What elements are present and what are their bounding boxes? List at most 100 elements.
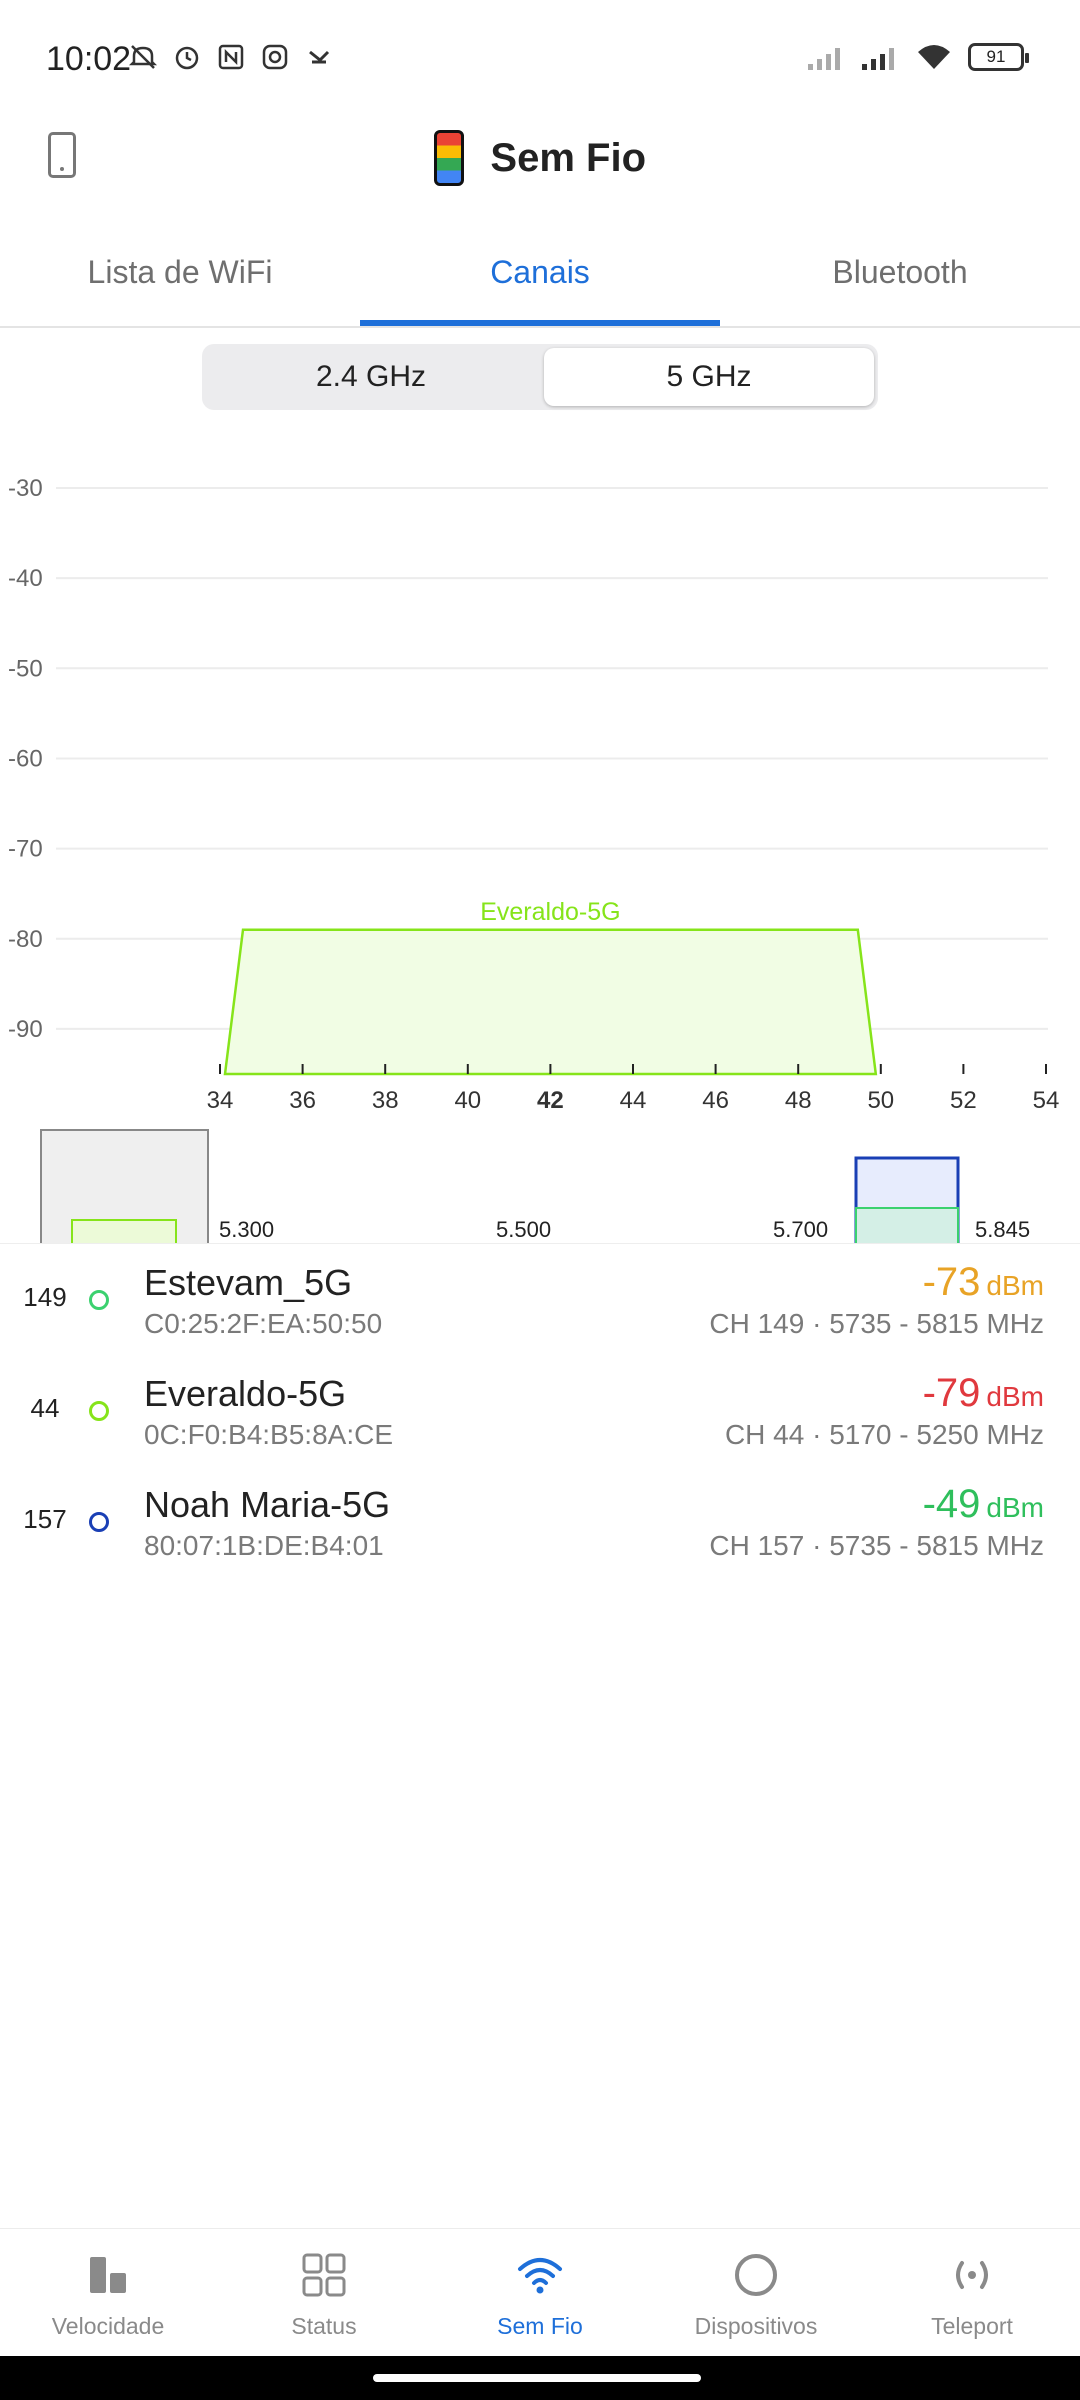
app-header: Sem Fio [0, 120, 1080, 280]
y-tick-label: -60 [8, 745, 43, 772]
x-tick-label: 40 [454, 1087, 481, 1114]
band-network-everaldo [71, 1219, 177, 1243]
y-tick-label: -80 [8, 926, 43, 953]
bar-chart-icon [90, 2257, 126, 2293]
network-channel-info: CH 149 · 5735 - 5815 MHz [709, 1308, 1044, 1339]
alarm-icon [175, 46, 199, 70]
network-signal-value: -73 [922, 1260, 981, 1304]
pixel-phone-icon [433, 130, 464, 186]
status-bar: 10:02 91 [0, 0, 1080, 120]
network-color-dot [89, 1401, 109, 1421]
active-tab-indicator [360, 320, 720, 326]
network-signal-unit: dBm [986, 1492, 1044, 1523]
nfc-icon [218, 44, 244, 70]
x-tick-label: 42 [537, 1087, 564, 1114]
x-tick-label: 44 [620, 1087, 647, 1114]
gesture-bar [0, 2356, 1080, 2400]
status-time: 10:02 [46, 40, 132, 78]
x-tick-label: 50 [867, 1087, 894, 1114]
x-tick-label: 38 [372, 1087, 399, 1114]
network-channel-info: CH 44 · 5170 - 5250 MHz [724, 1419, 1044, 1450]
instagram-icon [262, 44, 288, 70]
network-name: Everaldo-5G [144, 1373, 347, 1414]
network-mac: 80:07:1B:DE:B4:01 [144, 1530, 384, 1561]
title-wrap: Sem Fio [0, 130, 1080, 186]
phone-outline-icon[interactable] [48, 132, 76, 178]
channel-area-label: Everaldo-5G [480, 898, 620, 926]
channel-chart-svg: -30 -40 -50 -60 -70 -80 -90 Everaldo-5G 34 36 38 40… [8, 475, 1060, 1114]
nav-label: Sem Fio [497, 2313, 583, 2339]
band-label: 5.300 [219, 1217, 274, 1242]
network-row[interactable]: 157 Noah Maria-5G 80:07:1B:DE:B4:01 -49 d… [0, 1470, 1080, 1581]
tab-bluetooth[interactable]: Bluetooth [832, 254, 968, 290]
circle-icon [735, 2254, 777, 2296]
nav-label: Dispositivos [694, 2313, 818, 2339]
nav-status[interactable]: Status [216, 2229, 432, 2357]
network-channel-info: CH 157 · 5735 - 5815 MHz [709, 1530, 1044, 1561]
tab-canais[interactable]: Canais [490, 254, 590, 290]
x-tick-label: 46 [702, 1087, 729, 1114]
network-signal: -79 dBm [923, 1371, 1044, 1416]
network-channel: 44 [30, 1393, 60, 1423]
mute-icon [128, 45, 158, 69]
network-row[interactable]: 44 Everaldo-5G 0C:F0:B4:B5:8A:CE -79 dBm … [0, 1359, 1080, 1470]
x-tick-label: 34 [207, 1087, 234, 1114]
app-icon [309, 50, 330, 64]
band-selector: 2.4 GHz 5 GHz [202, 344, 878, 410]
band-overview-svg: 5.300 5.500 5.700 5.845 [40, 1129, 1030, 1243]
network-signal: -73 dBm [923, 1260, 1044, 1305]
nav-teleport[interactable]: Teleport [864, 2229, 1080, 2357]
network-signal-value: -49 [922, 1482, 981, 1526]
network-color-dot [89, 1512, 109, 1532]
network-signal: -49 dBm [923, 1482, 1044, 1527]
tab-lista-de-wifi[interactable]: Lista de WiFi [87, 254, 273, 290]
page-title: Sem Fio [490, 135, 647, 180]
band-overview: 5.300 5.500 5.700 5.845 [0, 1120, 1080, 1244]
network-row[interactable]: 149 Estevam_5G C0:25:2F:EA:50:50 -73 dBm … [0, 1248, 1080, 1359]
y-tick-label: -70 [8, 836, 43, 863]
network-mac: C0:25:2F:EA:50:50 [144, 1308, 383, 1339]
band-label: 5.845 [975, 1217, 1030, 1242]
network-signal-value: -79 [922, 1371, 981, 1415]
top-tabs: Lista de WiFi Canais Bluetooth [0, 238, 1080, 328]
y-tick-label: -50 [8, 655, 43, 682]
channel-chart: -30 -40 -50 -60 -70 -80 -90 Everaldo-5G 34 36 38 40… [0, 430, 1080, 1130]
network-channel: 157 [23, 1504, 67, 1534]
wifi-icon [518, 2258, 562, 2294]
network-name: Noah Maria-5G [144, 1484, 391, 1525]
home-gesture-handle[interactable] [373, 2374, 701, 2382]
x-tick-label: 36 [289, 1087, 316, 1114]
battery-indicator: 91 [968, 43, 1029, 71]
wifi-icon [918, 45, 950, 69]
y-tick-label: -40 [8, 565, 43, 592]
band-option-5ghz[interactable]: 5 GHz [544, 348, 874, 406]
y-tick-label: -90 [8, 1016, 43, 1043]
band-network-estevam [855, 1207, 959, 1243]
nav-label: Teleport [931, 2313, 1013, 2339]
status-icons-left [128, 42, 334, 72]
x-tick-label: 54 [1033, 1087, 1060, 1114]
network-signal-unit: dBm [986, 1270, 1044, 1301]
x-tick-label: 48 [785, 1087, 812, 1114]
signal-icon [808, 48, 840, 70]
network-list: 149 Estevam_5G C0:25:2F:EA:50:50 -73 dBm … [0, 1248, 1080, 1581]
nav-velocidade[interactable]: Velocidade [0, 2229, 216, 2357]
signal-icon [862, 48, 894, 70]
channel-area-everaldo-5g [223, 928, 878, 1076]
grid-icon [302, 2253, 346, 2297]
nav-label: Velocidade [51, 2313, 165, 2339]
band-label: 5.500 [496, 1217, 551, 1242]
network-mac: 0C:F0:B4:B5:8A:CE [144, 1419, 394, 1450]
network-name: Estevam_5G [144, 1262, 353, 1303]
band-label: 5.700 [773, 1217, 828, 1242]
x-tick-label: 52 [950, 1087, 977, 1114]
status-icons-right: 91 [806, 42, 1029, 72]
band-option-2-4ghz[interactable]: 2.4 GHz [315, 360, 427, 393]
nav-dispositivos[interactable]: Dispositivos [648, 2229, 864, 2357]
network-channel: 149 [23, 1282, 67, 1312]
nav-label: Status [291, 2313, 357, 2339]
bottom-nav: Velocidade Status Sem Fio Dispositivos T… [0, 2228, 1080, 2356]
teleport-icon [956, 2261, 988, 2289]
network-signal-unit: dBm [986, 1381, 1044, 1412]
nav-sem-fio[interactable]: Sem Fio [432, 2229, 648, 2357]
